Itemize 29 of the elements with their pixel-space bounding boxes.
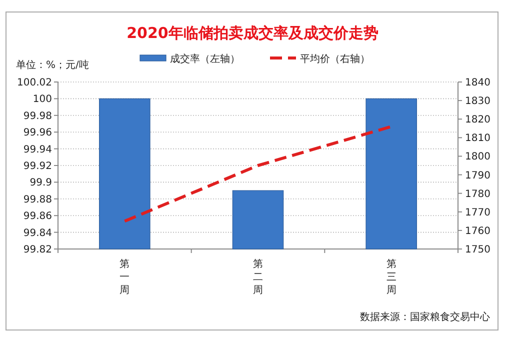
y-tick-label: 99.88 — [23, 194, 52, 206]
y2-tick-label: 1750 — [465, 244, 490, 256]
y-tick-label: 99.96 — [23, 128, 52, 139]
y-tick-label: 99.84 — [23, 228, 52, 239]
x-tick-label: 第二周 — [253, 258, 263, 296]
chart-subtitle: 单位：%；元/吨 — [16, 59, 89, 71]
y2-tick-label: 1800 — [465, 152, 490, 163]
y2-tick-label: 1820 — [465, 114, 490, 126]
legend-label: 成交率（左轴） — [170, 53, 240, 65]
y2-tick-label: 1840 — [465, 78, 490, 88]
y2-tick-label: 1830 — [465, 96, 490, 108]
y2-tick-label: 1810 — [465, 133, 490, 144]
x-tick-label: 第三周 — [386, 258, 396, 296]
y-tick-label: 99.94 — [23, 144, 52, 156]
y-tick-label: 100.02 — [17, 78, 52, 88]
x-tick-label: 第一周 — [120, 258, 130, 296]
legend-label: 平均价（右轴） — [300, 53, 370, 65]
y2-tick-label: 1790 — [465, 170, 490, 182]
y-tick-label: 99.9 — [30, 178, 52, 189]
source-note: 数据来源：国家粮食交易中心 — [360, 311, 490, 323]
y-tick-label: 99.92 — [23, 161, 52, 172]
y-tick-label: 100 — [32, 94, 52, 106]
y-tick-label: 99.86 — [23, 211, 52, 222]
y2-tick-label: 1780 — [465, 188, 490, 200]
y-tick-label: 99.82 — [23, 244, 52, 256]
y-tick-label: 99.98 — [23, 110, 52, 122]
chart-title: 2020年临储拍卖成交率及成交价走势 — [126, 24, 378, 42]
y2-tick-label: 1760 — [465, 226, 490, 237]
y2-tick-label: 1770 — [465, 207, 490, 218]
